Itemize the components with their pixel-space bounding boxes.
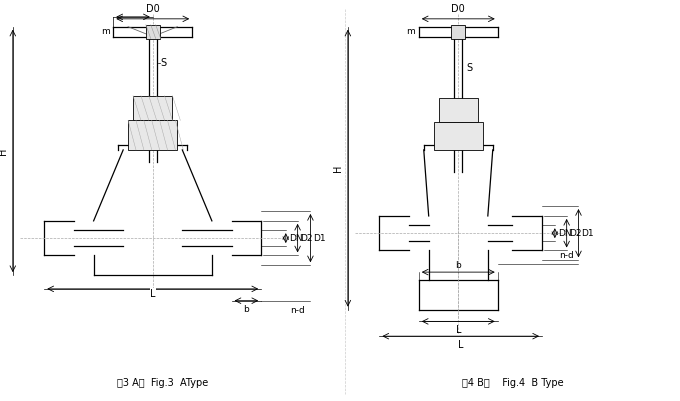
Bar <box>452 25 465 38</box>
Text: m: m <box>101 27 109 36</box>
Text: D0: D0 <box>452 4 465 14</box>
Text: H: H <box>333 164 343 172</box>
Bar <box>146 25 160 38</box>
Text: n-d: n-d <box>559 251 574 260</box>
Text: 图4 B型    Fig.4  B Type: 图4 B型 Fig.4 B Type <box>462 379 563 389</box>
Bar <box>434 122 483 150</box>
Bar <box>133 96 173 120</box>
Text: b: b <box>243 305 250 314</box>
Text: D2: D2 <box>570 229 582 238</box>
Text: S: S <box>466 63 473 73</box>
Text: D0: D0 <box>146 4 160 14</box>
Bar <box>128 120 177 150</box>
Text: m: m <box>406 27 415 36</box>
Text: 图3 A型  Fig.3  AType: 图3 A型 Fig.3 AType <box>117 379 208 389</box>
Text: L: L <box>456 325 461 335</box>
Text: DN: DN <box>289 234 303 243</box>
Text: S: S <box>160 58 167 68</box>
Text: b: b <box>456 261 461 270</box>
Text: D1: D1 <box>313 234 326 243</box>
Text: n-d: n-d <box>290 306 305 315</box>
Text: D2: D2 <box>301 234 313 243</box>
Bar <box>439 98 478 122</box>
Text: L: L <box>150 289 156 299</box>
Text: H: H <box>0 147 8 154</box>
Text: L: L <box>458 340 464 350</box>
Text: DN: DN <box>558 229 571 238</box>
Text: D1: D1 <box>581 229 594 238</box>
